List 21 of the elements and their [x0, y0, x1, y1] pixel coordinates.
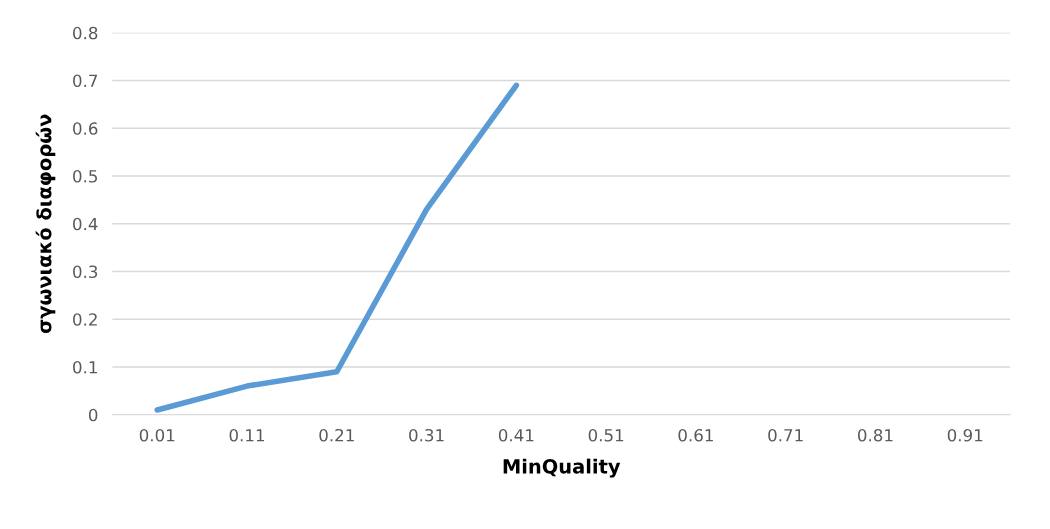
x-tick-label: 0.21 — [319, 428, 354, 442]
x-tick-label: 0.91 — [947, 428, 983, 442]
y-axis-title: σγωνιακό διαφορών — [35, 114, 56, 334]
y-tick-label: 0.8 — [73, 26, 98, 40]
x-tick-label: 0.31 — [409, 428, 444, 442]
y-tick-label: 0.1 — [73, 360, 97, 374]
x-axis-title: MinQuality — [503, 458, 621, 478]
y-tick-label: 0.5 — [73, 169, 98, 183]
x-tick-label: 0.01 — [139, 428, 175, 442]
x-tick-label: 0.61 — [678, 428, 713, 442]
y-tick-label: 0.6 — [73, 122, 98, 135]
y-tick-label: 0.7 — [73, 74, 98, 88]
y-tick-label: 0.2 — [73, 313, 97, 326]
x-tick-label: 0.81 — [857, 428, 893, 442]
y-tick-label: 0.3 — [73, 265, 98, 279]
y-tick-label: 0.4 — [73, 217, 98, 231]
y-tick-label: 0 — [88, 408, 98, 422]
x-tick-label: 0.51 — [588, 428, 624, 442]
x-tick-label: 0.71 — [768, 428, 803, 442]
x-tick-label: 0.41 — [498, 428, 534, 442]
x-tick-label: 0.11 — [229, 428, 265, 442]
